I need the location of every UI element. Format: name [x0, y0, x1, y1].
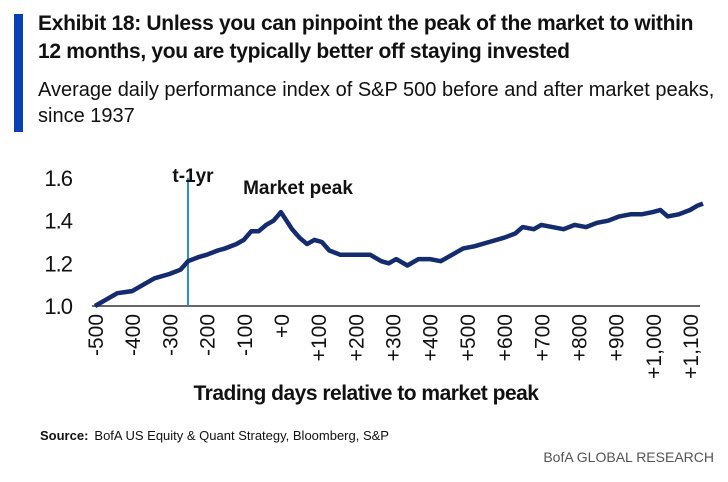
x-tick-label: +700	[531, 314, 554, 361]
x-tick-label: +400	[420, 314, 443, 361]
x-tick-label: +0	[271, 314, 294, 338]
x-axis-title: Trading days relative to market peak	[194, 382, 540, 405]
x-tick-label: +300	[383, 314, 406, 361]
x-tick-label: +800	[568, 314, 591, 361]
y-tick-label: 1.6	[44, 166, 72, 191]
sp500-series-line	[93, 201, 704, 308]
x-tick-label: -400	[122, 314, 145, 356]
x-tick-label: +1,000	[643, 314, 666, 379]
source-text: BofA US Equity & Quant Strategy, Bloombe…	[94, 428, 389, 443]
x-tick-label: -200	[197, 314, 220, 356]
y-tick-label: 1.0	[44, 294, 72, 319]
x-tick-label: -100	[234, 314, 257, 356]
x-tick-label: +900	[606, 314, 629, 361]
x-tick-label: -300	[159, 314, 182, 356]
y-tick-label: 1.2	[44, 251, 72, 276]
source-note: Source: BofA US Equity & Quant Strategy, …	[40, 428, 389, 443]
x-tick-label: +600	[494, 314, 517, 361]
chart-subtitle: Average daily performance index of S&P 5…	[38, 79, 715, 127]
y-tick-label: 1.4	[44, 209, 72, 234]
x-tick-label: +100	[308, 314, 331, 361]
x-tick-label: -500	[85, 314, 108, 356]
t-1yr-annotation: t-1yr	[172, 166, 214, 187]
line-chart: 1.0 1.2 1.4 1.6 -500 -400 -300 -200 -100 +0 +100 +2…	[44, 166, 704, 405]
chart-title: Exhibit 18: Unless you can pinpoint the …	[38, 12, 694, 63]
accent-bar	[14, 14, 23, 132]
brand-label: BofA GLOBAL RESEARCH	[543, 449, 714, 465]
market-peak-annotation: Market peak	[243, 178, 353, 199]
x-tick-label: +200	[345, 314, 368, 361]
source-label: Source:	[40, 428, 89, 443]
x-tick-label: +1,100	[680, 314, 703, 379]
x-tick-label: +500	[457, 314, 480, 361]
